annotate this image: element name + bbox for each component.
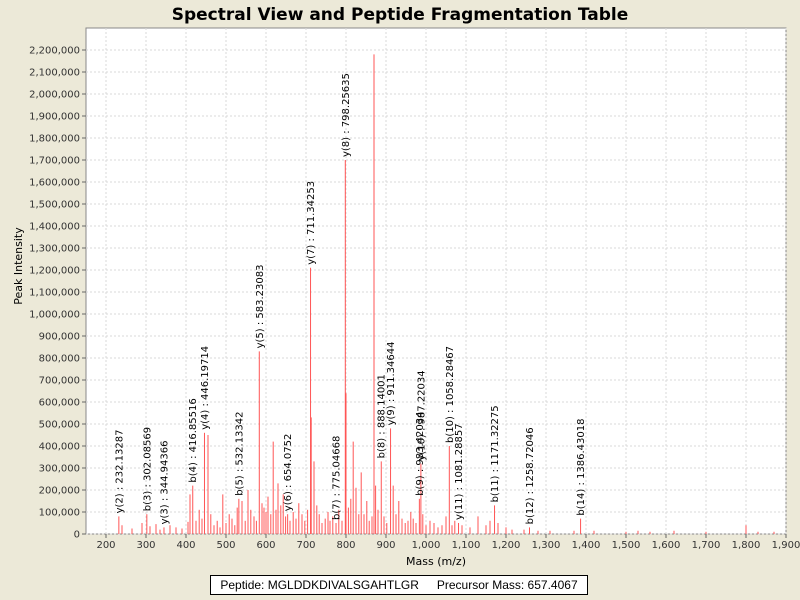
x-tick-label: 400 xyxy=(176,540,195,551)
peak-annotation-label: y(6) : 654.0752 xyxy=(283,434,294,512)
x-axis-label: Mass (m/z) xyxy=(406,555,466,568)
peptide-sequence: Peptide: MGLDDKDIVALSGAHTLGR xyxy=(220,578,419,592)
peak-annotation-label: y(11) : 1081.28857 xyxy=(454,423,465,520)
y-tick-label: 400,000 xyxy=(39,442,80,453)
peak-annotation-label: y(10) : 987.22034 xyxy=(416,370,427,460)
peak-annotation-label: y(7) : 711.34253 xyxy=(306,181,317,265)
peak-annotation-label: y(5) : 583.23083 xyxy=(255,265,266,349)
plot-area xyxy=(85,27,787,535)
x-tick-label: 1,900 xyxy=(772,540,800,551)
x-tick-label: 1,600 xyxy=(652,540,681,551)
x-tick-label: 1,100 xyxy=(452,540,481,551)
y-axis-label: Peak Intensity xyxy=(12,227,25,305)
y-tick-label: 1,000,000 xyxy=(29,310,80,321)
peak-annotation-label: b(11) : 1171.32275 xyxy=(490,405,501,502)
peak-annotation-label: b(10) : 1058.28467 xyxy=(445,346,456,443)
y-tick-label: 1,400,000 xyxy=(29,222,80,233)
peak-annotation-label: y(9) : 911.34644 xyxy=(386,342,397,426)
y-tick-label: 300,000 xyxy=(39,464,80,475)
peak-annotation-label: y(8) : 798.25635 xyxy=(341,73,352,157)
peak-annotation-label: b(14) : 1386.43018 xyxy=(576,419,587,516)
peak-annotation-label: b(9) : 983.42034 xyxy=(415,411,426,495)
y-tick-label: 1,500,000 xyxy=(29,200,80,211)
y-tick-label: 800,000 xyxy=(39,354,80,365)
peak-annotation-label: b(12) : 1258.72046 xyxy=(525,427,536,524)
y-tick-label: 1,600,000 xyxy=(29,178,80,189)
y-tick-label: 2,100,000 xyxy=(29,68,80,79)
peak-annotation-label: y(2) : 232.13287 xyxy=(114,430,125,514)
x-tick-label: 1,400 xyxy=(572,540,601,551)
y-tick-label: 1,100,000 xyxy=(29,288,80,299)
y-tick-label: 1,300,000 xyxy=(29,244,80,255)
y-tick-label: 1,900,000 xyxy=(29,112,80,123)
peak-annotations: y(2) : 232.13287 b(3) : 302.08569 y(3) : 3… xyxy=(114,73,587,524)
y-tick-label: 700,000 xyxy=(39,376,80,387)
y-tick-label: 0 xyxy=(74,530,80,541)
x-tick-label: 300 xyxy=(136,540,155,551)
y-tick-label: 200,000 xyxy=(39,486,80,497)
y-tick-label: 1,800,000 xyxy=(29,134,80,145)
chart-title: Spectral View and Peptide Fragmentation … xyxy=(172,5,629,25)
x-tick-label: 1,300 xyxy=(532,540,561,551)
x-tick-label: 800 xyxy=(336,540,355,551)
peak-annotation-label: b(3) : 302.08569 xyxy=(142,427,153,511)
x-tick-label: 500 xyxy=(216,540,235,551)
peak-annotation-label: b(5) : 532.13342 xyxy=(234,411,245,495)
peptide-info-box: Peptide: MGLDDKDIVALSGAHTLGR Precursor M… xyxy=(210,575,588,595)
y-tick-label: 900,000 xyxy=(39,332,80,343)
peak-annotation-label: y(4) : 446.19714 xyxy=(200,346,211,430)
x-tick-label: 1,200 xyxy=(492,540,521,551)
x-tick-label: 900 xyxy=(376,540,395,551)
x-tick-label: 700 xyxy=(296,540,315,551)
peak-annotation-label: b(7) : 775.04668 xyxy=(332,436,343,520)
y-tick-label: 2,000,000 xyxy=(29,90,80,101)
peak-series xyxy=(118,54,775,534)
y-tick-label: 2,200,000 xyxy=(29,46,80,57)
precursor-mass: Precursor Mass: 657.4067 xyxy=(436,578,578,592)
x-tick-label: 1,800 xyxy=(732,540,761,551)
x-tick-label: 1,500 xyxy=(612,540,641,551)
y-tick-label: 100,000 xyxy=(39,508,80,519)
x-tick-label: 200 xyxy=(96,540,115,551)
x-tick-label: 1,000 xyxy=(412,540,441,551)
grid-lines xyxy=(86,28,787,535)
y-tick-label: 1,700,000 xyxy=(29,156,80,167)
x-tick-label: 1,700 xyxy=(692,540,721,551)
y-tick-label: 1,200,000 xyxy=(29,266,80,277)
peak-annotation-label: b(4) : 416.85516 xyxy=(188,398,199,482)
peak-annotation-label: b(8) : 888.14001 xyxy=(377,374,388,458)
y-axis-ticks: 0 100,000 200,000 300,000 400,000 500,000 600,… xyxy=(29,46,86,541)
y-tick-label: 500,000 xyxy=(39,420,80,431)
x-axis-ticks: 200 300 400 500 600 700 800 900 1,000 1,100 1,200 1… xyxy=(96,534,800,551)
peak-annotation-label: y(3) : 344.94366 xyxy=(159,441,170,525)
y-tick-label: 600,000 xyxy=(39,398,80,409)
x-tick-label: 600 xyxy=(256,540,275,551)
